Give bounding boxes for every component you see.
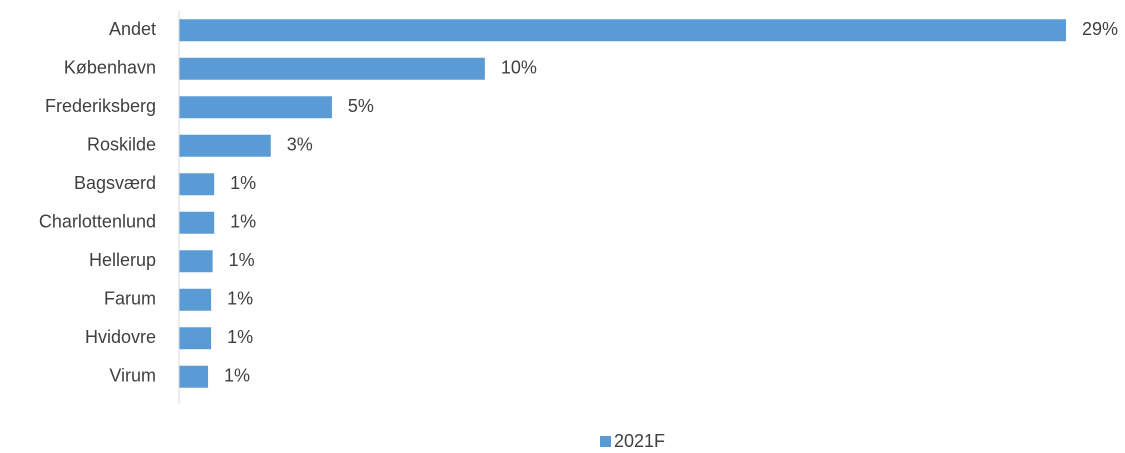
category-labels-group: Andet København Frederiksberg Roskilde Bagsv… bbox=[39, 19, 156, 386]
bar-8 bbox=[179, 327, 212, 350]
bars-group bbox=[179, 19, 1066, 388]
legend-label: 2021F bbox=[614, 431, 665, 451]
value-label-7: 1% bbox=[227, 289, 253, 309]
value-label-1: 10% bbox=[501, 58, 537, 78]
category-label-9: Virum bbox=[109, 366, 156, 386]
value-label-3: 3% bbox=[287, 135, 313, 155]
value-label-9: 1% bbox=[224, 366, 250, 386]
value-label-8: 1% bbox=[227, 327, 253, 347]
legend: 2021F bbox=[600, 431, 665, 451]
category-label-0: Andet bbox=[109, 19, 156, 39]
bar-2 bbox=[179, 96, 332, 119]
category-label-7: Farum bbox=[104, 289, 156, 309]
category-label-5: Charlottenlund bbox=[39, 212, 156, 232]
bar-3 bbox=[179, 134, 271, 157]
bar-7 bbox=[179, 288, 212, 311]
value-label-5: 1% bbox=[230, 212, 256, 232]
category-label-2: Frederiksberg bbox=[45, 96, 156, 116]
legend-swatch bbox=[600, 436, 611, 447]
bar-4 bbox=[179, 173, 215, 196]
category-label-4: Bagsværd bbox=[74, 173, 156, 193]
bar-0 bbox=[179, 19, 1066, 42]
bar-5 bbox=[179, 211, 215, 234]
value-labels-group: 29% 10% 5% 3% 1% 1% 1% 1% 1% 1% bbox=[224, 19, 1118, 386]
category-label-3: Roskilde bbox=[87, 135, 156, 155]
value-label-2: 5% bbox=[348, 96, 374, 116]
bar-6 bbox=[179, 250, 213, 273]
bar-1 bbox=[179, 57, 485, 80]
bar-9 bbox=[179, 365, 209, 388]
value-label-6: 1% bbox=[229, 250, 255, 270]
category-label-8: Hvidovre bbox=[85, 327, 156, 347]
category-label-1: København bbox=[64, 58, 156, 78]
value-label-4: 1% bbox=[230, 173, 256, 193]
category-label-6: Hellerup bbox=[89, 250, 156, 270]
value-label-0: 29% bbox=[1082, 19, 1118, 39]
